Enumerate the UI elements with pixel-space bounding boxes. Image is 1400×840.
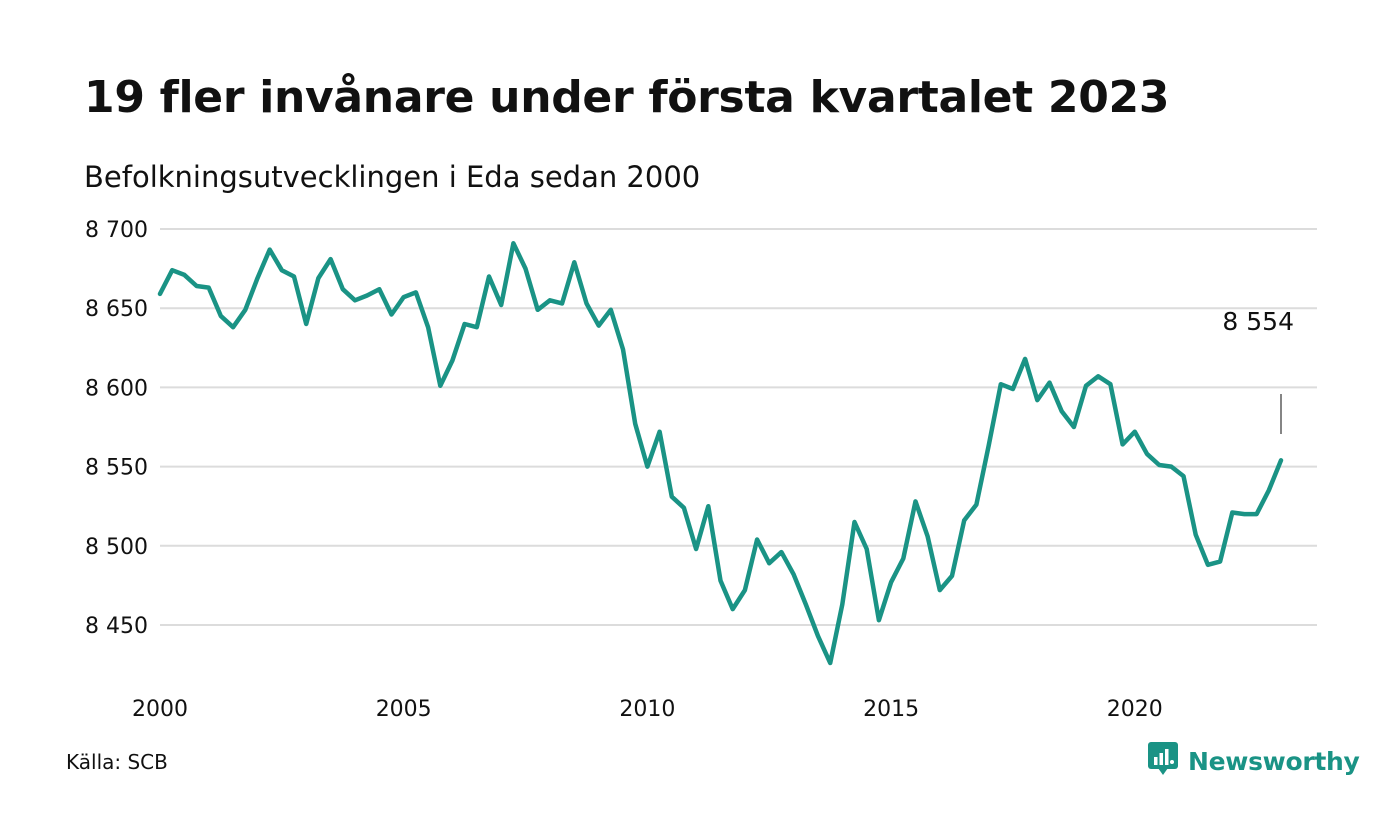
source-note: Källa: SCB xyxy=(66,750,168,774)
annotation-label: 8 554 xyxy=(1222,307,1294,336)
brand-logo: Newsworthy xyxy=(1148,742,1360,780)
x-tick-label: 2015 xyxy=(863,697,919,722)
y-tick-label: 8 500 xyxy=(85,535,148,560)
series-line xyxy=(157,241,1284,666)
y-tick-label: 8 600 xyxy=(85,376,148,401)
x-tick-label: 2010 xyxy=(619,697,675,722)
x-tick-label: 2000 xyxy=(132,697,188,722)
annotation-layer: 8 554 xyxy=(1222,307,1294,434)
chart-subtitle: Befolkningsutvecklingen i Eda sedan 2000 xyxy=(84,160,701,194)
x-axis-ticks: 2000 2005 2010 2015 2020 xyxy=(132,697,1163,722)
y-tick-label: 8 700 xyxy=(85,218,148,243)
series-layer xyxy=(157,241,1284,666)
page-title: 19 fler invånare under första kvartalet … xyxy=(84,72,1170,123)
x-tick-label: 2005 xyxy=(376,697,432,722)
x-tick-label: 2020 xyxy=(1107,697,1163,722)
y-axis-ticks: 8 700 8 650 8 600 8 550 8 500 8 450 xyxy=(85,218,148,639)
grid-layer xyxy=(160,228,1317,626)
newsworthy-logo-icon xyxy=(1148,742,1178,780)
brand-name: Newsworthy xyxy=(1188,746,1360,776)
y-tick-label: 8 550 xyxy=(85,456,148,481)
y-tick-label: 8 450 xyxy=(85,614,148,639)
y-tick-label: 8 650 xyxy=(85,297,148,322)
